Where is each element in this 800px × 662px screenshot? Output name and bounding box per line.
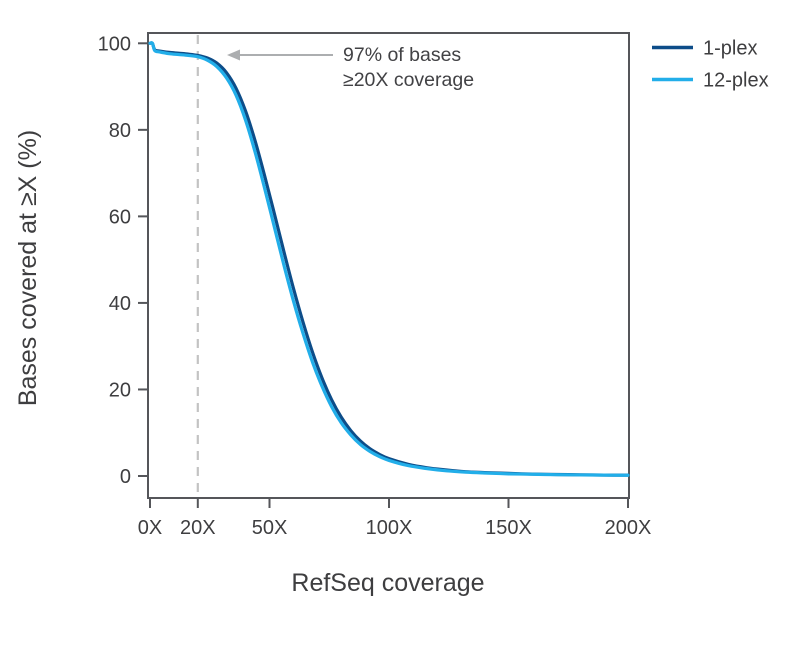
y-axis-ticks: 0 20 40 60 80 100: [98, 33, 148, 488]
x-tick-label: 0X: [138, 517, 162, 539]
y-tick-label: 80: [109, 120, 131, 142]
x-tick-label: 50X: [252, 517, 288, 539]
annotation-line2: ≥20X coverage: [343, 69, 474, 91]
series-line-12-plex: [148, 41, 630, 477]
x-axis-ticks: 0X 20X 50X 100X 150X 200X: [138, 498, 652, 539]
y-tick-label: 40: [109, 293, 131, 315]
annotation-arrow: [227, 49, 333, 61]
series-lines: [148, 41, 630, 477]
y-tick-label: 60: [109, 206, 131, 228]
x-axis-title: RefSeq coverage: [291, 569, 484, 597]
x-tick-label: 200X: [605, 517, 652, 539]
x-tick-label: 150X: [485, 517, 532, 539]
plot-frame: [147, 32, 630, 499]
arrow-head-icon: [227, 49, 240, 61]
legend-label-1plex: 1-plex: [703, 38, 757, 60]
y-tick-label: 0: [120, 466, 131, 488]
y-tick-label: 20: [109, 379, 131, 401]
x-tick-label: 100X: [366, 517, 413, 539]
legend-label-12plex: 12-plex: [703, 70, 769, 92]
annotation-line1: 97% of bases: [343, 44, 461, 66]
y-tick-label: 100: [98, 33, 131, 55]
series-line-1-plex: [148, 41, 630, 477]
y-axis-title: Bases covered at ≥X (%): [14, 130, 42, 406]
legend: 1-plex 12-plex: [652, 38, 769, 92]
x-tick-label: 20X: [180, 517, 216, 539]
